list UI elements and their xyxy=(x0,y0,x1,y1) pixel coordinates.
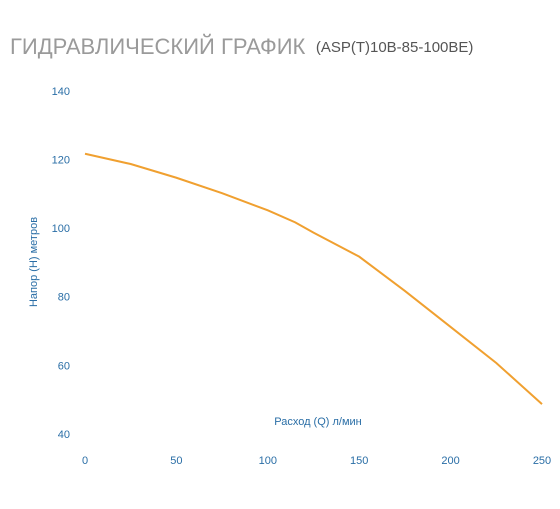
x-tick-label: 250 xyxy=(533,455,551,467)
x-tick-label: 200 xyxy=(441,455,459,467)
x-axis-label: Расход (Q) л/мин xyxy=(274,416,362,428)
y-tick-label: 60 xyxy=(58,360,70,372)
x-tick-label: 50 xyxy=(170,455,182,467)
x-tick-label: 150 xyxy=(350,455,368,467)
y-tick-label: 100 xyxy=(52,223,70,235)
y-tick-label: 80 xyxy=(58,292,70,304)
subtitle: (ASP(T)10B-85-100BE) xyxy=(316,39,474,56)
title: ГИДРАВЛИЧЕСКИЙ ГРАФИК xyxy=(10,34,306,59)
y-tick-label: 40 xyxy=(58,429,70,441)
x-tick-label: 0 xyxy=(82,455,88,467)
line xyxy=(84,152,543,405)
chart-title: ГИДРАВЛИЧЕСКИЙ ГРАФИК (ASP(T)10B-85-100B… xyxy=(10,34,473,59)
x-tick-label: 100 xyxy=(259,455,277,467)
y-tick-label: 140 xyxy=(52,86,70,98)
y-tick-label: 120 xyxy=(52,155,70,167)
y-axis-label: Напор (H) метров xyxy=(28,217,40,307)
